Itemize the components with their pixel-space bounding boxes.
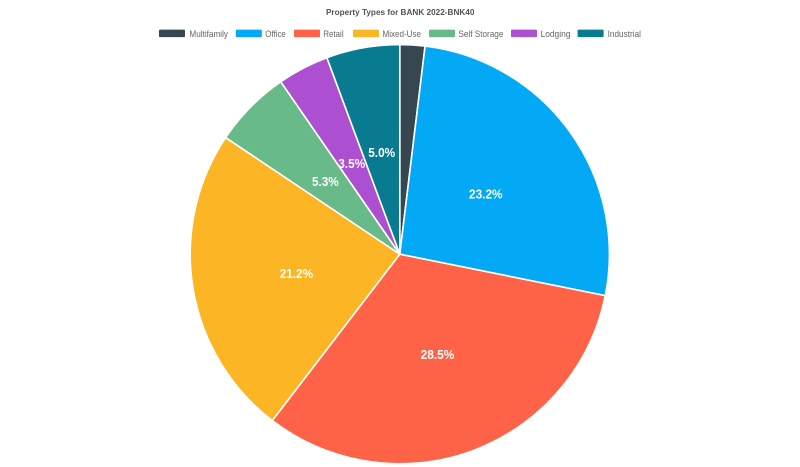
svg-text:21.2%: 21.2%: [280, 266, 314, 281]
svg-text:Industrial: Industrial: [608, 28, 641, 39]
svg-text:Office: Office: [265, 28, 286, 39]
svg-text:Property Types for BANK 2022-B: Property Types for BANK 2022-BNK40: [326, 7, 475, 17]
svg-text:5.0%: 5.0%: [368, 145, 395, 160]
svg-text:Self Storage: Self Storage: [458, 28, 503, 39]
svg-text:Multifamily: Multifamily: [189, 28, 228, 39]
svg-text:5.3%: 5.3%: [312, 174, 339, 189]
svg-text:3.5%: 3.5%: [338, 156, 365, 171]
svg-text:23.2%: 23.2%: [469, 187, 503, 202]
svg-text:Lodging: Lodging: [541, 28, 571, 39]
svg-text:28.5%: 28.5%: [421, 347, 455, 362]
svg-text:Retail: Retail: [323, 28, 343, 39]
svg-text:Mixed-Use: Mixed-Use: [383, 28, 422, 39]
